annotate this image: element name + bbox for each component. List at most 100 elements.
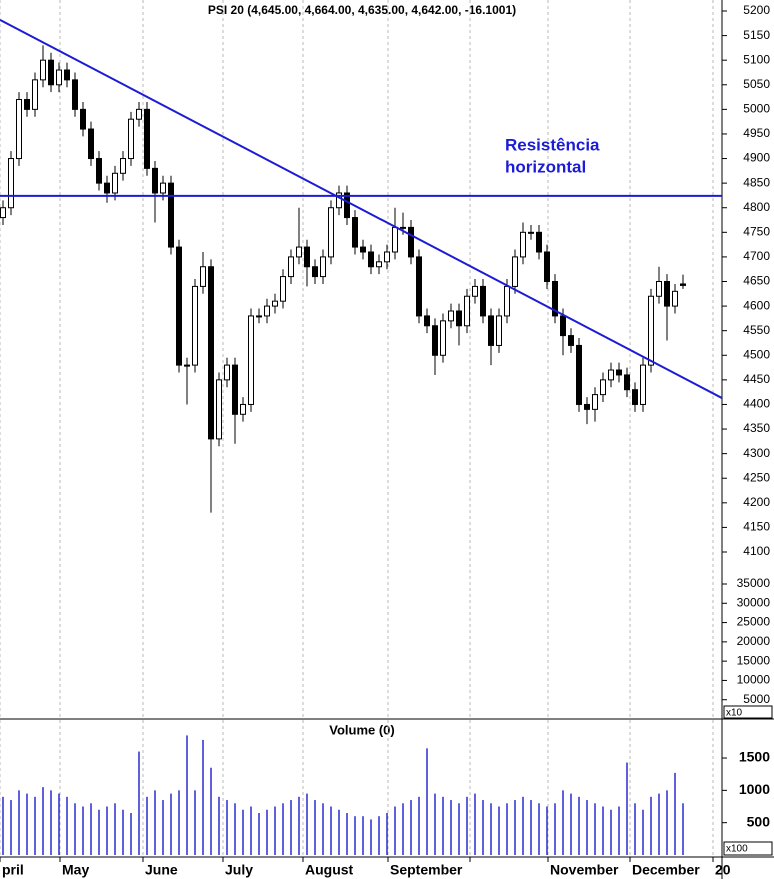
- candle-body: [480, 285, 486, 317]
- x-tick-label: 20: [715, 862, 731, 878]
- candle-body: [328, 207, 334, 258]
- candle-body: [568, 335, 574, 346]
- x-tick-label: July: [225, 862, 253, 878]
- candle-body: [360, 246, 366, 253]
- candle-body: [536, 231, 542, 253]
- candle-body: [344, 192, 350, 219]
- candle-body: [32, 79, 38, 110]
- candle-body: [520, 231, 526, 258]
- candle-body: [648, 295, 654, 366]
- y-tick-label: 4800: [743, 200, 770, 214]
- candle-body: [552, 281, 558, 317]
- candle-body: [240, 403, 246, 415]
- candle-body: [464, 295, 470, 327]
- candle-body: [544, 251, 550, 282]
- candle-body: [64, 69, 70, 81]
- y-tick-label: 4600: [743, 298, 770, 312]
- candle-body: [400, 226, 406, 229]
- candle-body: [272, 300, 278, 307]
- candle-body: [560, 315, 566, 337]
- candle-body: [96, 158, 102, 184]
- x-tick-label: pril: [2, 862, 24, 878]
- candle-body: [248, 315, 254, 405]
- y-tick-label: 4550: [743, 323, 770, 337]
- candle-body: [656, 281, 662, 297]
- y-tick-label: 4300: [743, 446, 770, 460]
- candle-body: [432, 325, 438, 356]
- x-tick-label: August: [305, 862, 354, 878]
- scale-note: x10: [726, 708, 743, 719]
- candle-body: [16, 99, 22, 160]
- candle-body: [256, 315, 262, 318]
- y-tick-label: 4450: [743, 372, 770, 386]
- candle-body: [40, 59, 46, 81]
- candle-body: [24, 99, 30, 110]
- candle-body: [312, 266, 318, 278]
- candle-body: [216, 379, 222, 440]
- y-tick-label: 5100: [743, 52, 770, 66]
- y-tick-label: 5200: [743, 3, 770, 17]
- candle-body: [8, 158, 14, 209]
- y-tick-label: 4200: [743, 495, 770, 509]
- candle-body: [368, 251, 374, 268]
- candle-body: [440, 320, 446, 356]
- candle-body: [200, 266, 206, 287]
- y-tick-label: 4750: [743, 224, 770, 238]
- y-tick-label: 4900: [743, 151, 770, 165]
- x-tick-label: September: [390, 862, 463, 878]
- annotation: horizontal: [505, 157, 586, 176]
- candle-body: [160, 182, 166, 194]
- candle-body: [528, 231, 534, 234]
- annotation: Resistência: [505, 135, 600, 154]
- candle-body: [488, 315, 494, 346]
- candle-body: [80, 108, 86, 130]
- candle-body: [48, 59, 54, 86]
- y-tick-label: 4950: [743, 126, 770, 140]
- candle-body: [152, 167, 158, 194]
- y-tick-label: 4100: [743, 544, 770, 558]
- y-tick-label: 4250: [743, 470, 770, 484]
- candle-body: [472, 285, 478, 297]
- candle-body: [384, 251, 390, 263]
- y-tick-label: 4650: [743, 274, 770, 288]
- y2-tick-label: 15000: [737, 653, 771, 667]
- candle-body: [600, 379, 606, 396]
- candle-body: [424, 315, 430, 327]
- candle-body: [0, 207, 6, 219]
- candle-body: [608, 369, 614, 381]
- y2-tick-label: 25000: [737, 615, 771, 629]
- x-tick-label: May: [62, 862, 89, 878]
- y-tick-label: 5150: [743, 28, 770, 42]
- candle-body: [176, 246, 182, 366]
- candle-body: [192, 285, 198, 366]
- candle-body: [320, 256, 326, 278]
- candle-body: [640, 364, 646, 405]
- y2-tick-label: 10000: [737, 673, 771, 687]
- candle-body: [672, 290, 678, 307]
- candle-body: [104, 182, 110, 194]
- y-tick-label: 5050: [743, 77, 770, 91]
- y-tick-label: 4150: [743, 520, 770, 534]
- candle-body: [136, 108, 142, 120]
- candle-body: [632, 389, 638, 405]
- volume-tick-label: 1000: [739, 781, 770, 797]
- y-tick-label: 4500: [743, 347, 770, 361]
- candle-body: [144, 108, 150, 169]
- x-tick-label: December: [632, 862, 700, 878]
- y-tick-label: 4350: [743, 421, 770, 435]
- candle-body: [496, 315, 502, 346]
- candle-body: [280, 276, 286, 302]
- candle-body: [680, 283, 686, 286]
- x-tick-label: November: [550, 862, 619, 878]
- candle-body: [72, 79, 78, 110]
- y2-tick-label: 5000: [743, 692, 770, 706]
- candle-body: [392, 226, 398, 253]
- scale-box: [723, 705, 773, 719]
- candle-body: [584, 403, 590, 410]
- candle-body: [56, 69, 62, 86]
- candle-body: [184, 364, 190, 367]
- candle-body: [592, 394, 598, 410]
- volume-tick-label: 500: [747, 813, 771, 829]
